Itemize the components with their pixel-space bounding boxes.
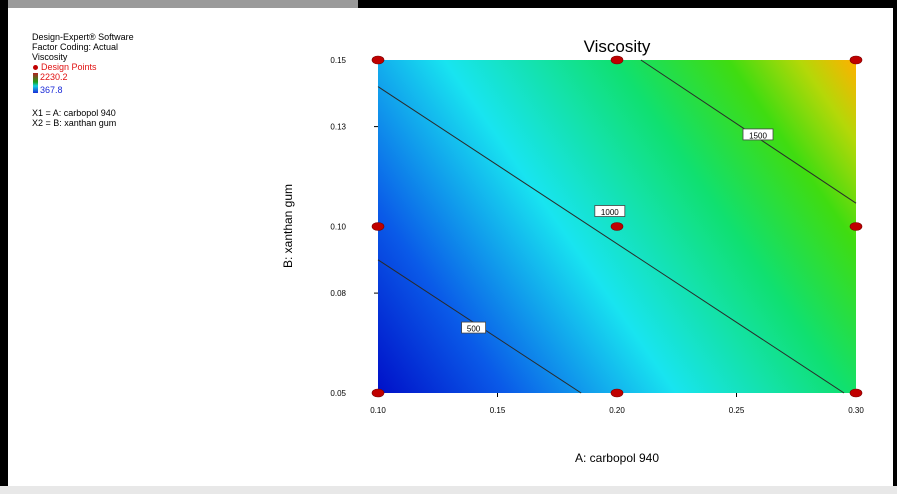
design-points-label: Design Points bbox=[41, 62, 97, 72]
response-name: Viscosity bbox=[32, 52, 68, 62]
x-tick-label: 0.20 bbox=[609, 406, 625, 415]
chart-title: Viscosity bbox=[584, 37, 651, 56]
design-point bbox=[371, 222, 385, 231]
contour-label-box-500 bbox=[461, 321, 487, 334]
software-name: Design-Expert® Software bbox=[32, 32, 134, 42]
y-tick-label: 0.13 bbox=[330, 123, 346, 132]
design-point bbox=[849, 222, 863, 231]
y-tick-label: 0.08 bbox=[330, 289, 346, 298]
factor-x1: X1 = A: carbopol 940 bbox=[32, 108, 116, 118]
design-point bbox=[610, 222, 624, 231]
x-tick-label: 0.10 bbox=[370, 406, 386, 415]
contour-label-1500: 1500 bbox=[749, 131, 767, 140]
design-point bbox=[610, 55, 624, 65]
design-points-legend: Design Points bbox=[32, 62, 232, 72]
contour-line-1000 bbox=[377, 86, 845, 394]
color-scale-high: 2230.2 bbox=[40, 72, 68, 82]
design-point bbox=[849, 55, 863, 65]
design-point-icon bbox=[33, 64, 38, 70]
y-axis-label: B: xanthan gum bbox=[281, 184, 295, 268]
color-scale-low: 367.8 bbox=[40, 85, 63, 95]
contour-label-box-1500 bbox=[742, 128, 774, 141]
x-tick-label: 0.25 bbox=[729, 406, 745, 415]
y-tick-label: 0.05 bbox=[330, 389, 346, 398]
factor-coding: Factor Coding: Actual bbox=[32, 42, 119, 52]
color-scale: 2230.2 367.8 bbox=[32, 72, 232, 95]
status-strip bbox=[0, 486, 897, 494]
factor-x2: X2 = B: xanthan gum bbox=[32, 118, 117, 128]
y-tick-label: 0.15 bbox=[330, 56, 346, 65]
design-point bbox=[371, 388, 385, 398]
window-title-strip bbox=[8, 0, 358, 8]
contour-label-1000: 1000 bbox=[601, 208, 619, 217]
color-scale-bar bbox=[33, 73, 38, 93]
design-point bbox=[371, 55, 385, 65]
x-tick-label: 0.30 bbox=[848, 406, 864, 415]
design-point bbox=[849, 388, 863, 398]
contour-label-500: 500 bbox=[467, 325, 481, 334]
contour-label-box-1000 bbox=[594, 205, 626, 217]
x-tick-label: 0.15 bbox=[490, 406, 506, 415]
info-panel: Design-Expert® Software Factor Coding: A… bbox=[32, 32, 232, 128]
design-point bbox=[610, 388, 624, 398]
x-axis-label: A: carbopol 940 bbox=[575, 451, 659, 465]
y-tick-label: 0.10 bbox=[330, 223, 346, 232]
